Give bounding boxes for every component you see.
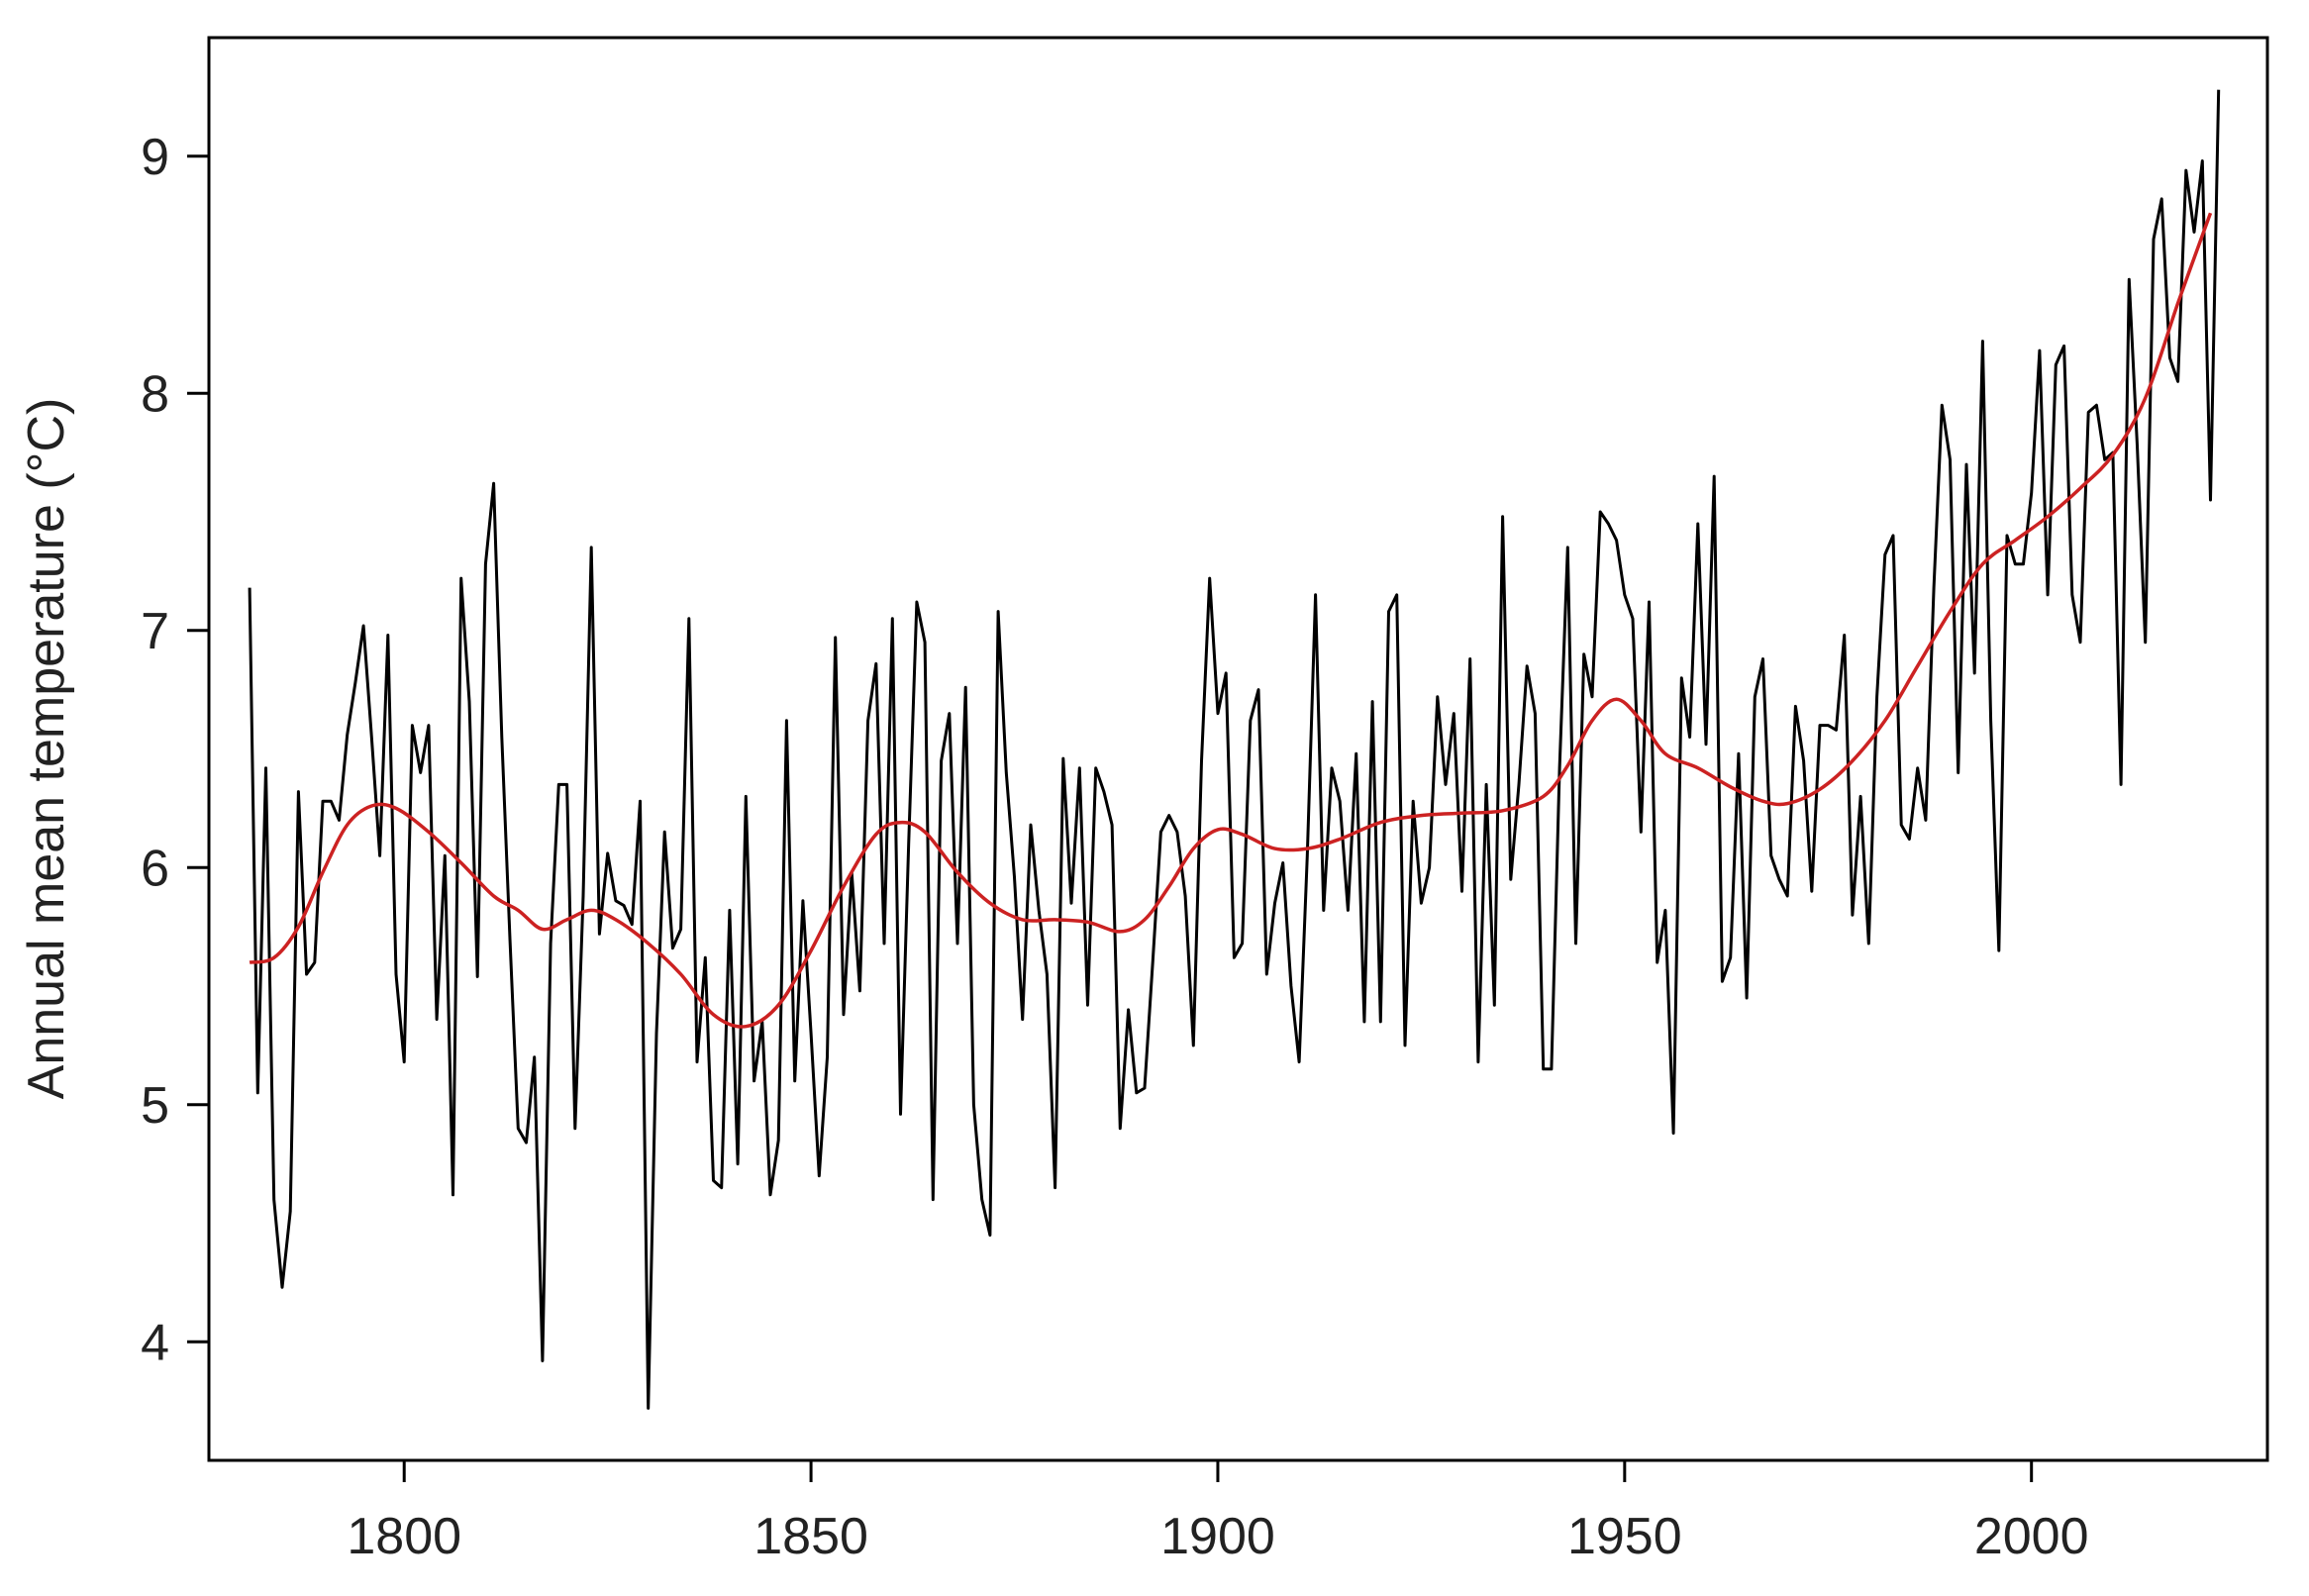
- y-tick-label: 9: [141, 129, 169, 186]
- y-axis-label: Annual mean temperature (°C): [18, 398, 75, 1100]
- y-tick-label: 6: [141, 840, 169, 897]
- x-tick-label: 1900: [1160, 1508, 1275, 1565]
- x-tick-label: 1850: [753, 1508, 868, 1565]
- y-tick-label: 8: [141, 365, 169, 423]
- smoothed-series-line: [249, 212, 2213, 1029]
- x-axis: 1800 1850 1900 1950 2000: [347, 1460, 2089, 1565]
- y-tick-label: 4: [141, 1314, 169, 1371]
- x-tick-label: 1800: [347, 1508, 461, 1565]
- y-tick-label: 5: [141, 1077, 169, 1135]
- y-tick-label: 7: [141, 603, 169, 660]
- x-tick-label: 2000: [1974, 1508, 2089, 1565]
- plot-frame: [207, 36, 2269, 1462]
- annual-series-line: [248, 89, 2221, 1410]
- y-axis: 4 5 6 7 8 9: [141, 129, 209, 1371]
- x-tick-label: 1950: [1567, 1508, 1682, 1565]
